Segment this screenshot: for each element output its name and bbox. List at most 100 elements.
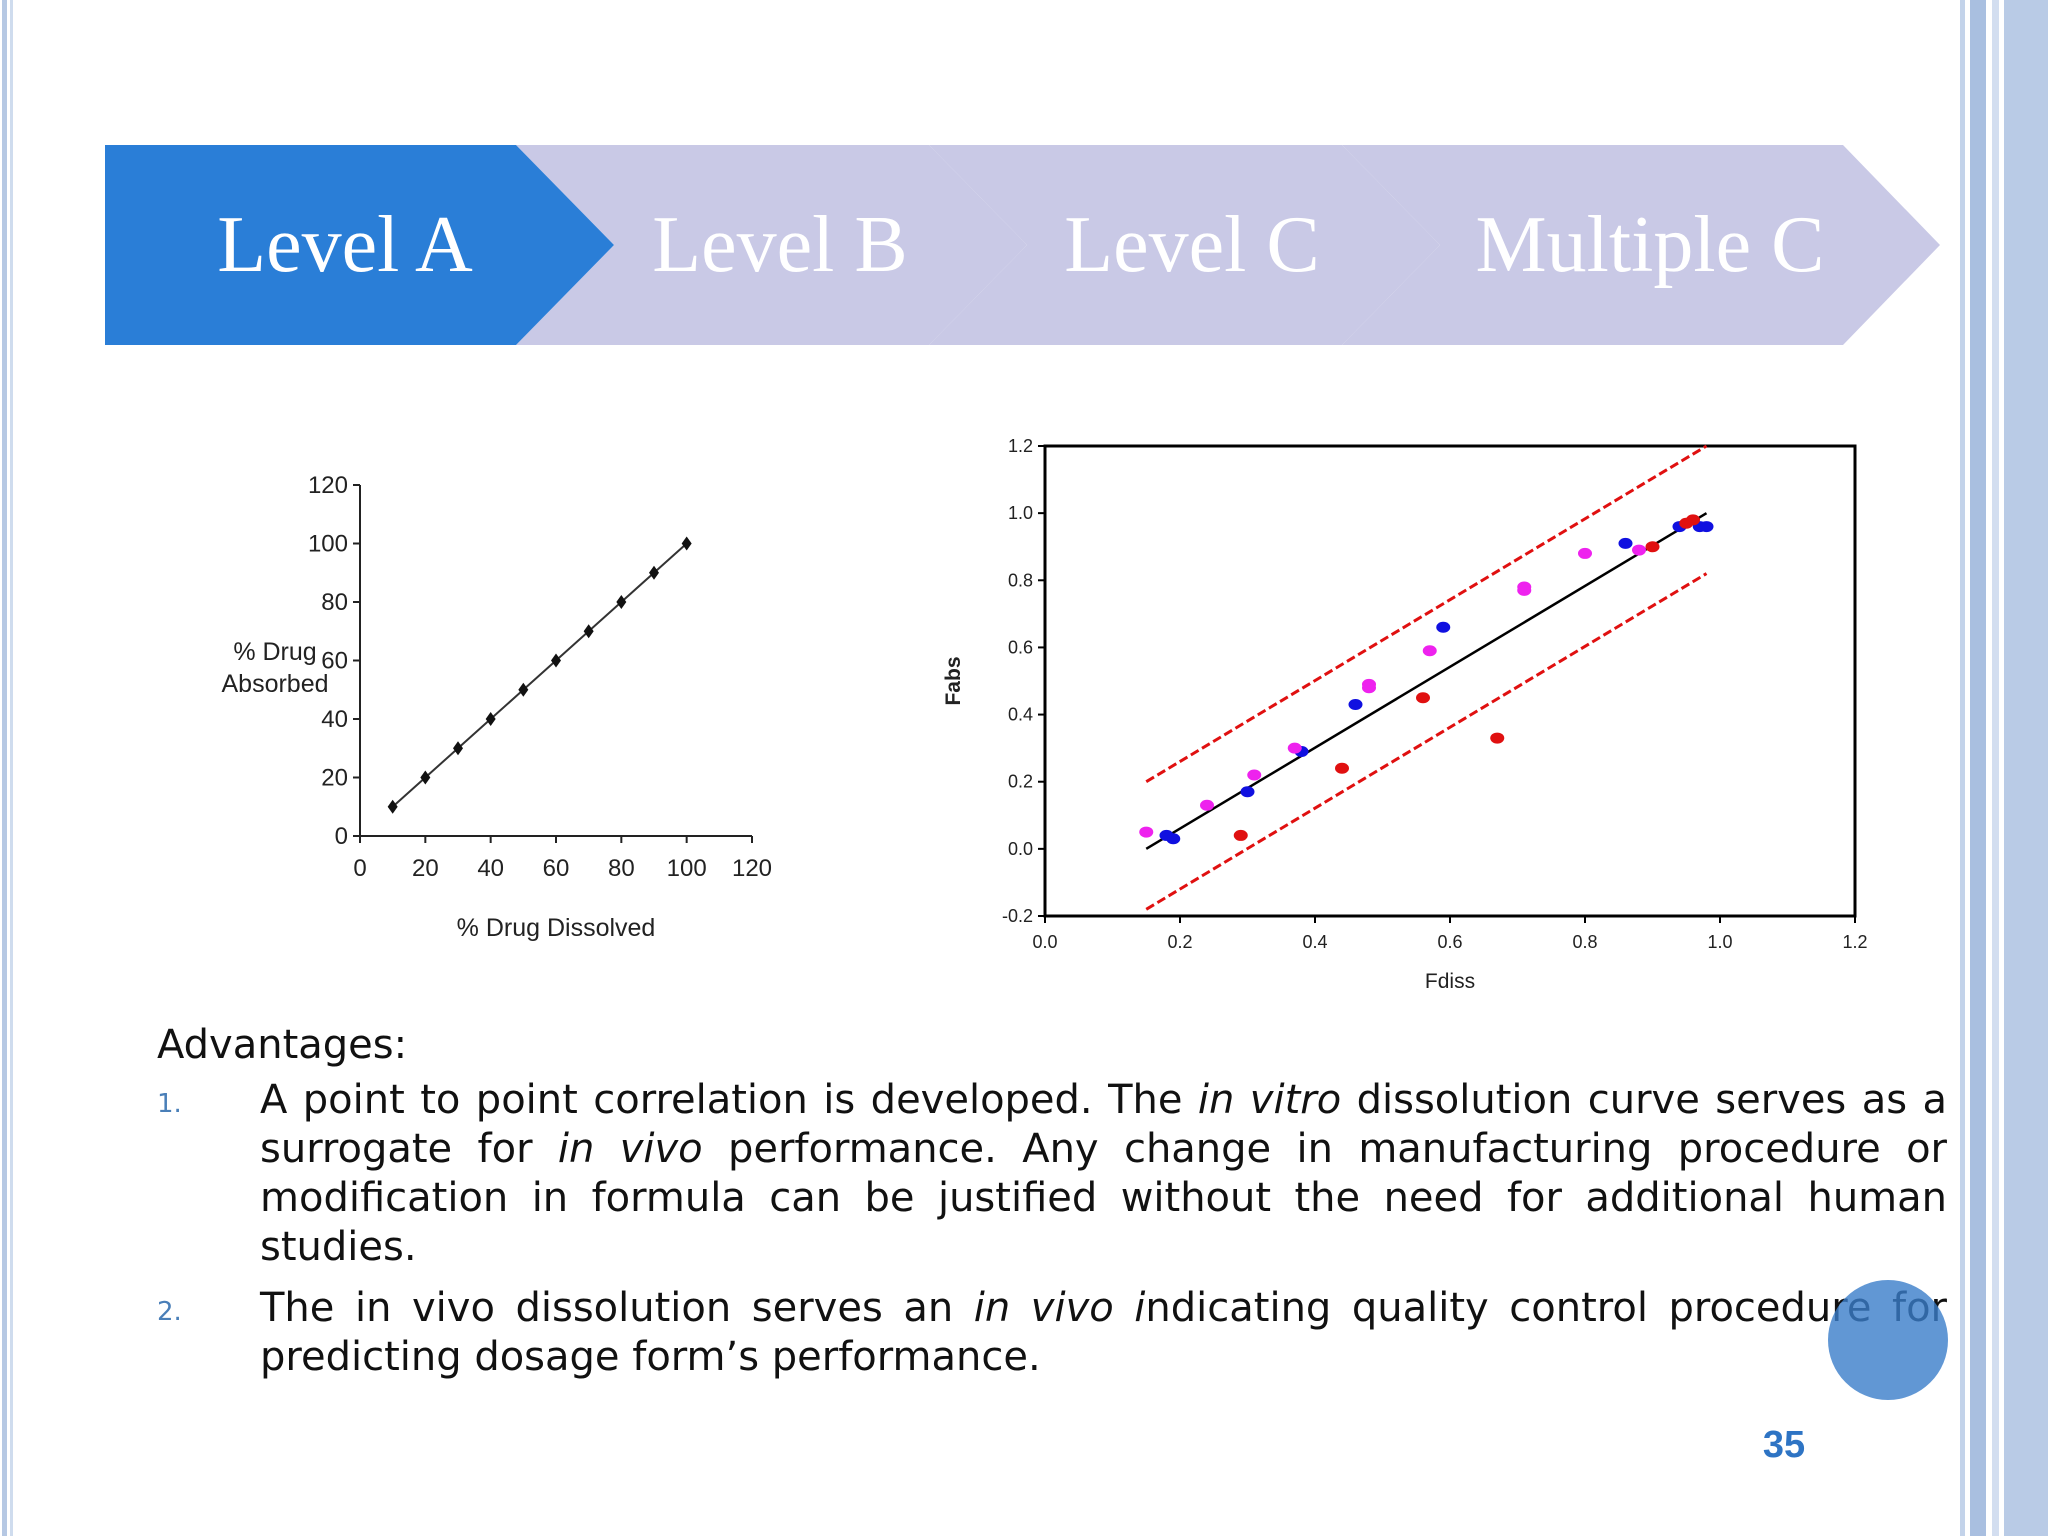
data-point xyxy=(1645,541,1660,553)
right-frame-border xyxy=(1960,0,2048,1536)
y-tick-label: 0.0 xyxy=(1008,839,1033,859)
level-chevron-bar xyxy=(105,145,1940,345)
data-point xyxy=(681,536,692,551)
data-point xyxy=(387,799,398,814)
advantage-item-1-number: 1. xyxy=(157,1089,182,1119)
text-run: performance. Any change in manufacturing… xyxy=(260,1126,1947,1270)
data-point xyxy=(616,595,627,609)
x-tick-label: 0 xyxy=(353,855,366,882)
data-point xyxy=(1517,584,1532,596)
data-point xyxy=(1233,829,1248,841)
y-axis-label: Fabs xyxy=(942,656,965,705)
x-tick-label: 0.6 xyxy=(1437,932,1462,952)
chevron-level-c-label: Level C xyxy=(1064,201,1320,289)
y-tick-label: 1.2 xyxy=(1008,436,1033,456)
plot-frame xyxy=(1043,444,1857,918)
page-number: 35 xyxy=(1762,1424,1806,1466)
data-point xyxy=(1362,678,1376,690)
y-tick-label: -0.2 xyxy=(1002,906,1033,926)
left-frame-border xyxy=(2,0,13,1536)
y-tick-label: 60 xyxy=(321,648,348,675)
x-tick-label: 1.2 xyxy=(1842,932,1867,952)
text-run: dissolution curve serves as a surrogate … xyxy=(260,1077,1947,1172)
chevron-level-b[interactable] xyxy=(516,145,1027,345)
data-point xyxy=(583,624,594,639)
data-point xyxy=(551,653,561,668)
data-point xyxy=(420,770,431,785)
x-tick-label: 0.0 xyxy=(1032,932,1057,952)
chevron-multiple-c[interactable] xyxy=(1342,145,1940,345)
chevron-level-a-label: Level A xyxy=(217,201,473,289)
data-point xyxy=(1416,692,1430,704)
x-tick-label: 120 xyxy=(732,855,772,882)
text-run: A point to point correlation is develope… xyxy=(260,1077,1198,1123)
data-point xyxy=(1247,769,1262,781)
advantage-item-2-text: The in vivo dissolution serves an in viv… xyxy=(260,1285,1947,1380)
decorative-circle xyxy=(1828,1280,1948,1400)
text-run-italic: in vivo i xyxy=(973,1285,1146,1331)
y-axis-label-line: Absorbed xyxy=(221,670,328,698)
text-run-italic: in vivo xyxy=(557,1126,703,1172)
data-point xyxy=(1139,826,1154,838)
x-tick-label: 20 xyxy=(412,855,439,882)
y-tick-label: 100 xyxy=(308,531,348,558)
data-point xyxy=(453,741,463,756)
x-axis-label: Fdiss xyxy=(1425,970,1475,993)
text-run: The in vivo dissolution serves an xyxy=(260,1285,974,1331)
y-tick-label: 0 xyxy=(335,823,348,850)
chevron-multiple-c-label: Multiple C xyxy=(1475,201,1825,289)
data-point xyxy=(1166,833,1181,845)
y-tick-label: 0.4 xyxy=(1008,705,1033,725)
y-tick-label: 0.6 xyxy=(1008,637,1033,657)
series-line xyxy=(391,542,688,808)
data-point xyxy=(1436,621,1451,633)
regression-line xyxy=(1145,512,1708,850)
x-tick-label: 60 xyxy=(543,855,570,882)
advantages-title: Advantages: xyxy=(157,1022,408,1068)
prediction-band-line xyxy=(1145,444,1708,784)
text-run-italic: in vitro xyxy=(1197,1077,1342,1123)
text-run: ndicating quality control procedure for … xyxy=(260,1285,1948,1380)
data-point xyxy=(1422,645,1437,657)
x-tick-label: 100 xyxy=(667,855,707,882)
data-point xyxy=(1490,732,1505,744)
y-tick-label: 0.2 xyxy=(1008,772,1033,792)
advantage-item-2-number: 2. xyxy=(157,1297,182,1327)
x-tick-label: 80 xyxy=(608,855,635,882)
advantages-section: Advantages: 1. A point to point correlat… xyxy=(157,1020,1947,1394)
data-point xyxy=(649,565,659,580)
x-tick-label: 0.2 xyxy=(1167,932,1192,952)
data-point xyxy=(1578,547,1592,559)
data-point xyxy=(1335,762,1349,774)
y-tick-label: 20 xyxy=(321,765,348,792)
x-tick-label: 1.0 xyxy=(1707,932,1732,952)
advantage-item-1-text: A point to point correlation is develope… xyxy=(260,1077,1947,1270)
data-point xyxy=(1348,699,1363,710)
data-point xyxy=(518,682,529,697)
prediction-band-line xyxy=(1145,572,1708,911)
y-axis-label: % Drug Absorbed xyxy=(221,638,328,698)
x-tick-label: 0.8 xyxy=(1572,932,1597,952)
x-tick-label: 40 xyxy=(477,855,504,882)
advantage-item-2: 2. The in vivo dissolution serves an in … xyxy=(157,1284,1947,1382)
chevron-level-b-label: Level B xyxy=(652,201,908,289)
y-axis-label-line: % Drug xyxy=(233,638,316,666)
data-point xyxy=(1686,514,1700,526)
y-tick-label: 40 xyxy=(321,706,348,733)
y-tick-label: 0.8 xyxy=(1008,570,1033,590)
chevron-level-c[interactable] xyxy=(929,145,1440,345)
chevron-level-a[interactable] xyxy=(105,145,614,345)
data-point xyxy=(1618,537,1633,549)
level-a-correlation-chart: 0 20 40 60 80 100 120 0 20 40 60 80 100 120 % Drug Dis… xyxy=(221,472,772,942)
advantage-item-1: 1. A point to point correlation is devel… xyxy=(157,1076,1947,1272)
data-point xyxy=(1240,786,1255,798)
y-tick-label: 120 xyxy=(308,472,348,499)
data-point xyxy=(1200,799,1214,811)
y-tick-label: 1.0 xyxy=(1008,503,1033,523)
x-tick-label: 0.4 xyxy=(1302,932,1327,952)
data-point xyxy=(1287,742,1302,754)
data-point xyxy=(1632,544,1646,556)
fabs-vs-fdiss-scatter-chart: 0.0 0.2 0.4 0.6 0.8 1.0 1.2 -0.2 0.0 0.2 0.4 0.6 0.8… xyxy=(942,436,1868,993)
data-point xyxy=(485,712,496,726)
x-axis-label: % Drug Dissolved xyxy=(457,914,656,942)
